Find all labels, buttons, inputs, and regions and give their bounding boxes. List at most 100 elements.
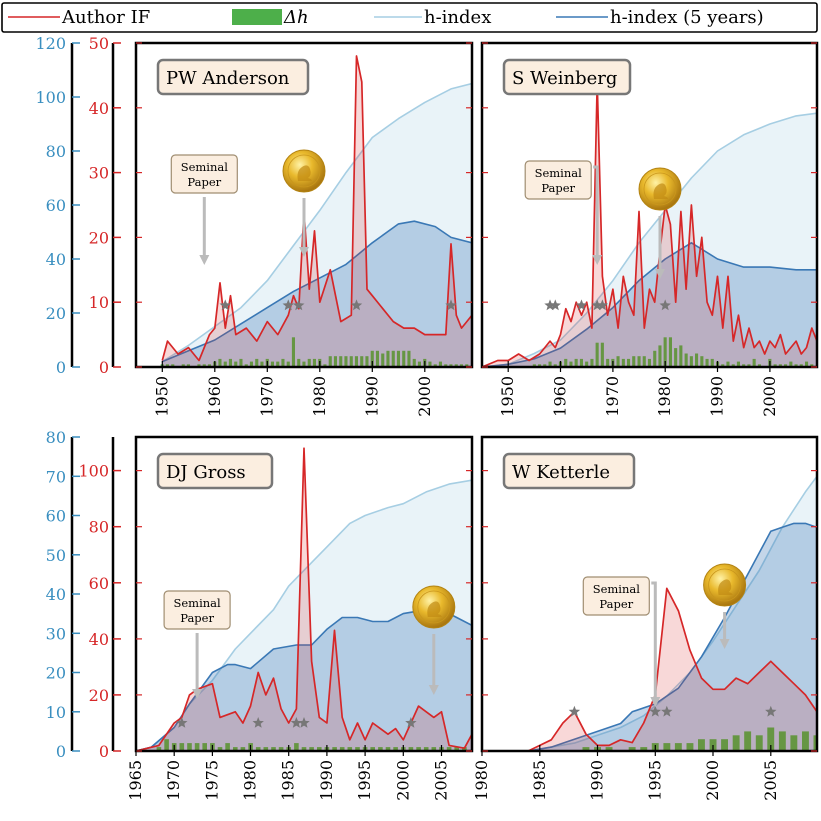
legend-item-delta-h: Δh xyxy=(232,7,309,28)
delta-h-bar xyxy=(271,747,276,751)
delta-h-bar xyxy=(202,743,207,751)
event-star xyxy=(350,299,363,311)
delta-h-bar xyxy=(574,358,578,367)
author-if-tick-label: 0 xyxy=(99,358,109,377)
legend-swatch-delta-h xyxy=(232,9,282,25)
x-tick-label: 1995 xyxy=(645,760,664,801)
delta-h-bar xyxy=(600,342,604,367)
event-star xyxy=(661,705,673,717)
delta-h-bar xyxy=(663,743,671,751)
event-star xyxy=(219,299,231,311)
delta-h-bar xyxy=(744,731,752,751)
delta-h-bar xyxy=(218,358,222,367)
delta-h-bar xyxy=(164,739,169,751)
h-index-tick-label: 30 xyxy=(46,624,66,643)
x-tick-label: 1990 xyxy=(708,376,727,417)
delta-h-bar xyxy=(370,350,374,367)
x-tick-label: 1975 xyxy=(202,760,221,801)
author-if-tick-label: 40 xyxy=(89,99,109,118)
nobel-medal-icon xyxy=(282,149,326,193)
delta-h-bar xyxy=(365,356,369,367)
delta-h-bar xyxy=(228,358,232,367)
delta-h-bar xyxy=(679,345,683,367)
delta-h-bar xyxy=(240,747,246,751)
delta-h-bar xyxy=(197,364,201,367)
delta-h-bar xyxy=(590,358,594,367)
seminal-paper-label-line1: Seminal xyxy=(173,596,221,610)
x-tick-label: 2000 xyxy=(760,376,779,417)
delta-h-bar xyxy=(627,358,631,367)
delta-h-bar xyxy=(773,364,777,367)
x-tick-label: 1995 xyxy=(355,760,374,801)
delta-h-bar xyxy=(605,747,613,751)
h-index-tick-label: 20 xyxy=(46,664,66,683)
legend-label-author-if: Author IF xyxy=(61,7,150,28)
delta-h-bar xyxy=(207,364,211,367)
nobel-arrow-head xyxy=(428,685,439,695)
h-index-tick-label: 80 xyxy=(46,142,66,161)
delta-h-bar xyxy=(202,364,206,367)
seminal-paper-label-box xyxy=(163,590,231,630)
nobel-medal-icon xyxy=(638,167,682,211)
delta-h-bar xyxy=(731,364,735,367)
medal-rim xyxy=(417,590,451,624)
event-star xyxy=(445,299,457,311)
event-star xyxy=(405,717,417,728)
x-tick-label: 1965 xyxy=(126,760,145,801)
author-if-tick-label: 80 xyxy=(89,518,109,537)
event-star xyxy=(544,299,556,311)
legend-item-h-index-5y: h-index (5 years) xyxy=(556,7,764,28)
x-tick-label: 1990 xyxy=(362,376,381,417)
nobel-arrow-head xyxy=(719,639,730,649)
delta-h-bar xyxy=(181,364,185,367)
delta-h-bar xyxy=(721,364,725,367)
delta-h-bar xyxy=(332,747,337,751)
delta-h-bar xyxy=(742,364,746,367)
delta-h-bar xyxy=(757,364,761,367)
x-tick-label: 2005 xyxy=(761,760,780,801)
medal-profile xyxy=(427,601,442,617)
delta-h-bar xyxy=(640,747,648,751)
delta-h-bar xyxy=(255,747,261,751)
delta-h-bar xyxy=(339,747,345,751)
delta-h-bar xyxy=(249,361,253,367)
legend-label-h-index: h-index xyxy=(424,7,491,28)
delta-h-bar xyxy=(532,364,536,367)
x-tick-label: 1980 xyxy=(241,760,260,801)
delta-h-bar xyxy=(647,358,651,367)
delta-h-bar xyxy=(297,358,301,367)
h-index-5y-line xyxy=(482,242,817,367)
h-index-5y-line xyxy=(161,220,472,363)
delta-h-bar xyxy=(686,743,694,751)
seminal-paper-label-box xyxy=(170,154,238,194)
delta-h-bar xyxy=(423,747,429,751)
delta-h-bar xyxy=(378,747,383,751)
delta-h-bar xyxy=(642,356,646,367)
delta-h-bar xyxy=(433,364,437,367)
delta-h-bar xyxy=(465,364,469,367)
event-star xyxy=(649,705,661,717)
medal-profile xyxy=(718,579,733,595)
h-index-tick-label: 40 xyxy=(46,585,66,604)
delta-h-bar xyxy=(684,353,688,367)
delta-h-bar xyxy=(375,350,379,367)
delta-h-bar xyxy=(778,731,786,751)
delta-h-bar xyxy=(794,364,798,367)
delta-h-bar xyxy=(312,358,316,367)
h-index-tick-label: 80 xyxy=(46,428,66,447)
delta-h-bar xyxy=(294,743,299,751)
panel-frame xyxy=(480,41,819,369)
delta-h-bar xyxy=(370,747,375,751)
delta-h-bar xyxy=(278,747,284,751)
delta-h-bar xyxy=(767,727,775,751)
delta-h-bar xyxy=(784,364,788,367)
delta-h-bar xyxy=(689,356,693,367)
delta-h-bar xyxy=(270,361,274,367)
